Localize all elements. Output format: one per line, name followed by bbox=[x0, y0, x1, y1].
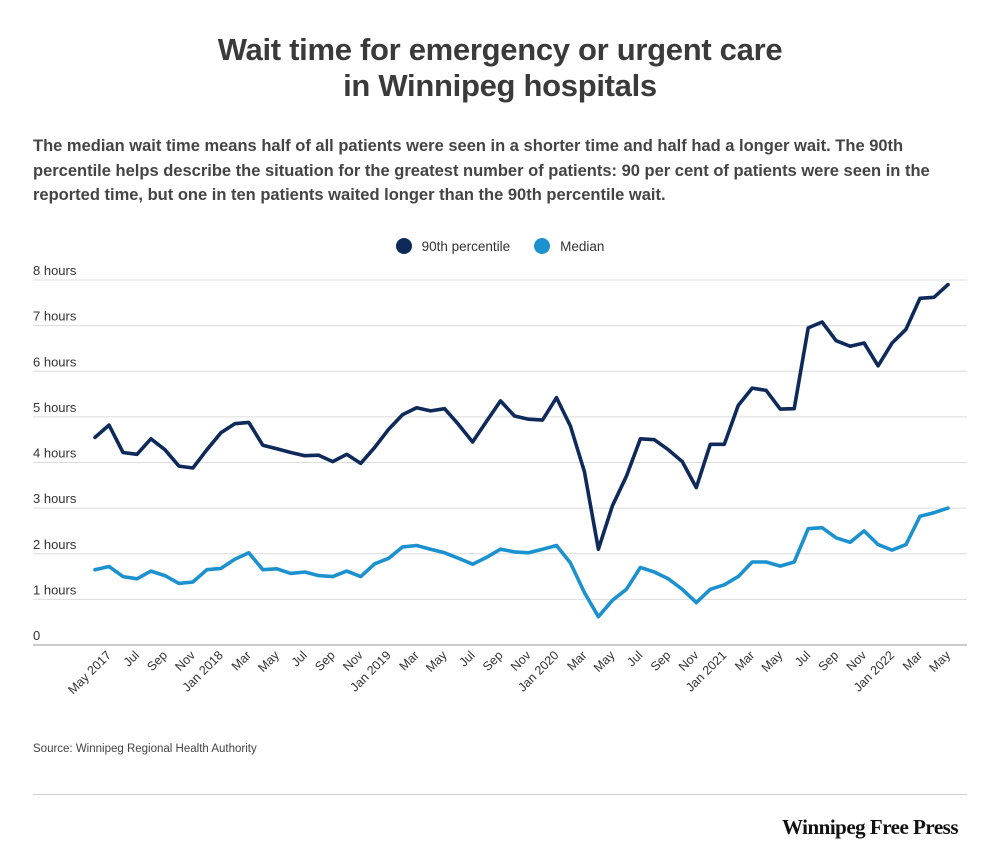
y-tick-label: 8 hours bbox=[33, 263, 77, 278]
y-tick-label: 2 hours bbox=[33, 537, 77, 552]
x-tick-label: Jul bbox=[792, 648, 813, 669]
footer-divider bbox=[33, 794, 967, 795]
title-line-2: in Winnipeg hospitals bbox=[343, 68, 657, 103]
legend: 90th percentile Median bbox=[0, 238, 1000, 254]
y-tick-label: 7 hours bbox=[33, 309, 77, 324]
x-tick-label: Mar bbox=[229, 648, 254, 673]
legend-label-90th-percentile: 90th percentile bbox=[421, 238, 511, 254]
x-tick-label: Mar bbox=[900, 648, 925, 673]
series-line-90th-percentile bbox=[93, 282, 950, 552]
chart-subtitle: The median wait time means half of all p… bbox=[33, 137, 930, 204]
x-tick-label: May bbox=[759, 648, 786, 675]
x-tick-label: Sep bbox=[648, 648, 674, 674]
x-tick-label: Jul bbox=[456, 648, 477, 669]
title-line-1: Wait time for emergency or urgent care bbox=[217, 32, 783, 67]
x-tick-label: Mar bbox=[397, 648, 422, 673]
legend-item-90th-percentile[interactable]: 90th percentile bbox=[395, 238, 511, 254]
x-tick-label: Sep bbox=[816, 648, 842, 674]
x-tick-label: May bbox=[927, 648, 954, 675]
x-tick-label: Jul bbox=[624, 648, 645, 669]
x-tick-label: Mar bbox=[732, 648, 757, 673]
x-tick-label: Sep bbox=[480, 648, 506, 674]
x-tick-label: Jul bbox=[289, 648, 310, 669]
y-tick-label: 0 bbox=[33, 628, 40, 643]
x-tick-label: May bbox=[423, 648, 450, 675]
x-tick-label: May 2017 bbox=[65, 648, 114, 697]
legend-swatch-median bbox=[534, 238, 551, 254]
x-tick-label: Sep bbox=[144, 648, 170, 674]
source-note: Source: Winnipeg Regional Health Authori… bbox=[33, 743, 257, 755]
y-tick-label: 3 hours bbox=[33, 491, 77, 506]
x-tick-label: May bbox=[255, 648, 282, 675]
publisher-logo: Winnipeg Free Press bbox=[782, 815, 959, 839]
y-tick-label: 1 hours bbox=[33, 582, 77, 597]
y-tick-label: 5 hours bbox=[33, 400, 77, 415]
y-tick-label: 4 hours bbox=[33, 446, 77, 461]
legend-item-median[interactable]: Median bbox=[534, 238, 604, 254]
legend-label-median: Median bbox=[560, 238, 605, 254]
x-tick-label: Mar bbox=[564, 648, 589, 673]
line-chart: 0 1 hours 2 hours 3 hours 4 hours 5 hours 6 ho… bbox=[33, 263, 967, 697]
x-tick-label: Sep bbox=[312, 648, 338, 674]
y-tick-label: 6 hours bbox=[33, 354, 77, 369]
series-line-median bbox=[93, 506, 950, 619]
legend-swatch-90th-percentile bbox=[395, 238, 412, 254]
chart-title: Wait time for emergency or urgent care i… bbox=[0, 32, 1000, 104]
x-tick-label: Jul bbox=[121, 648, 142, 669]
x-tick-label: May bbox=[591, 648, 618, 675]
